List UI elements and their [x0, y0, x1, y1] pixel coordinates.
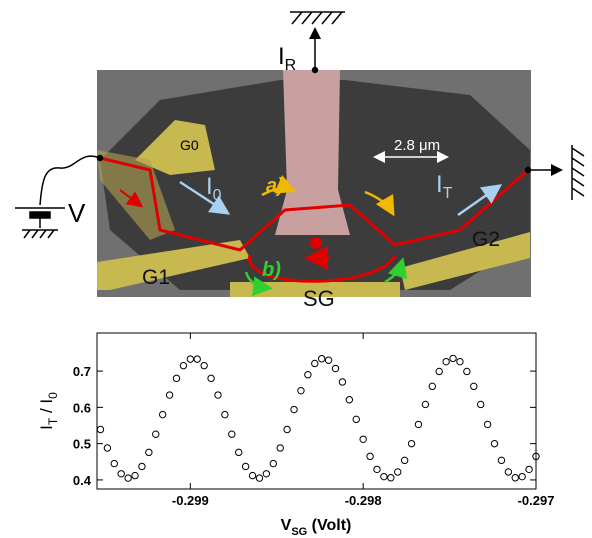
data-point: [118, 471, 124, 477]
label-sg: SG: [303, 286, 335, 311]
data-point: [153, 431, 159, 437]
data-point: [498, 457, 504, 463]
data-point: [291, 406, 297, 412]
data-point: [318, 356, 324, 362]
data-point: [249, 472, 255, 478]
data-point: [374, 466, 380, 472]
data-point: [415, 421, 421, 427]
label-sub: 0: [213, 187, 222, 204]
label-scale: 2.8 μm: [394, 137, 440, 154]
data-point: [395, 469, 401, 475]
data-point: [194, 356, 200, 362]
y-tick-label: 0.7: [73, 364, 91, 379]
data-point: [401, 457, 407, 463]
data-point: [325, 357, 331, 363]
label-ir: IR: [278, 43, 296, 74]
data-point: [236, 449, 242, 455]
data-point: [388, 475, 394, 481]
data-point: [104, 445, 110, 451]
data-point: [263, 471, 269, 477]
data-point: [277, 445, 283, 451]
x-tick-label: -0.297: [518, 493, 555, 508]
label-part: V: [281, 517, 292, 534]
label-main: I: [278, 43, 285, 70]
label-sub: R: [285, 57, 297, 74]
data-point: [229, 431, 235, 437]
data-point: [360, 436, 366, 442]
data-point: [519, 473, 525, 479]
data-point: [222, 411, 228, 417]
data-point: [512, 475, 518, 481]
label-a: a): [266, 175, 284, 197]
data-point: [346, 397, 352, 403]
label-part: (Volt): [307, 517, 351, 534]
x-tick-label: -0.299: [172, 493, 209, 508]
label-sub: SG: [291, 526, 307, 538]
data-point: [215, 392, 221, 398]
data-point: [132, 472, 138, 478]
data-point: [97, 426, 103, 432]
data-point: [125, 475, 131, 481]
label-v: V: [68, 198, 86, 228]
label-main: I: [436, 171, 443, 198]
data-point: [505, 469, 511, 475]
data-point: [298, 387, 304, 393]
data-point: [305, 372, 311, 378]
label-sub: T: [443, 185, 453, 202]
x-axis-label: VSG (Volt): [281, 517, 352, 538]
label-b: b): [262, 259, 281, 281]
data-point: [146, 449, 152, 455]
data-point: [166, 392, 172, 398]
data-point: [173, 375, 179, 381]
y-tick-label: 0.5: [73, 437, 91, 452]
data-point: [139, 463, 145, 469]
data-point: [312, 360, 318, 366]
x-tick-label: -0.298: [345, 493, 382, 508]
label-g2: G2: [472, 228, 500, 251]
data-point: [429, 383, 435, 389]
page: IR G0 2.8 μm I0 a) IT V G1 b) SG G2 IT /…: [0, 0, 592, 538]
data-point: [187, 356, 193, 362]
figure: IR G0 2.8 μm I0 a) IT V G1 b) SG G2 IT /…: [0, 0, 592, 538]
data-point: [339, 379, 345, 385]
y-tick-label: 0.4: [73, 473, 92, 488]
data-point: [284, 426, 290, 432]
data-point: [256, 475, 262, 481]
data-point: [111, 460, 117, 466]
data-point: [471, 383, 477, 389]
data-point: [353, 416, 359, 422]
data-point: [408, 440, 414, 446]
data-point: [450, 355, 456, 361]
data-point: [201, 362, 207, 368]
data-point: [491, 440, 497, 446]
data-point: [422, 401, 428, 407]
label-part: / I: [37, 399, 56, 418]
y-tick-label: 0.6: [73, 400, 91, 415]
label-g1: G1: [142, 266, 170, 289]
label-sub: 0: [46, 392, 60, 399]
data-point: [367, 453, 373, 459]
data-point: [242, 463, 248, 469]
data-point: [436, 368, 442, 374]
data-point: [208, 375, 214, 381]
data-point: [332, 365, 338, 371]
data-point: [526, 466, 532, 472]
data-point: [477, 401, 483, 407]
data-point: [159, 411, 165, 417]
data-point: [381, 473, 387, 479]
data-point: [457, 358, 463, 364]
data-point: [443, 358, 449, 364]
data-point: [270, 460, 276, 466]
data-point: [180, 362, 186, 368]
sem-image: [97, 70, 531, 297]
label-g0: G0: [180, 137, 199, 153]
y-axis-label: IT / I0: [37, 392, 60, 430]
data-point: [464, 368, 470, 374]
data-point: [484, 421, 490, 427]
label-main: I: [206, 173, 213, 200]
